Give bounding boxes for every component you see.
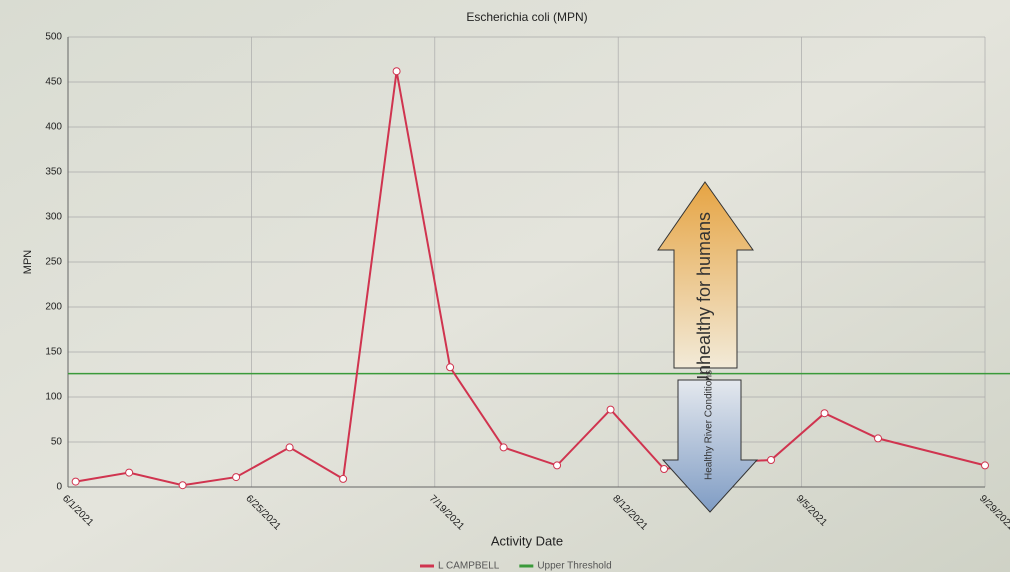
y-tick-label: 300 — [45, 212, 62, 223]
point — [660, 465, 669, 473]
annotation: Healthy River Conditions — [704, 370, 715, 480]
point — [767, 456, 776, 464]
y-tick-label: 350 — [45, 167, 62, 178]
y-tick-label: 100 — [45, 392, 62, 403]
y-tick-label: 250 — [45, 257, 62, 268]
chart-title: Escherichia coli (MPN) — [466, 10, 587, 24]
y-tick-label: 0 — [56, 482, 62, 493]
point — [285, 443, 294, 452]
y-axis-label: MPN — [22, 250, 34, 275]
annotation: Unhealthy for humans — [694, 212, 714, 388]
point — [392, 67, 401, 76]
legend: L CAMPBELL Upper Threshold — [420, 561, 612, 572]
y-tick-label: 400 — [45, 122, 62, 133]
point — [232, 473, 241, 482]
point — [178, 481, 187, 490]
point — [125, 468, 134, 477]
y-tick-label: 500 — [45, 32, 62, 43]
point — [499, 443, 508, 452]
y-tick-label: 450 — [45, 77, 62, 88]
legend-label: Upper Threshold — [537, 561, 611, 572]
point — [553, 461, 562, 470]
x-axis-label: Activity Date — [491, 533, 563, 548]
y-tick-label: 150 — [45, 347, 62, 358]
y-tick-label: 200 — [45, 302, 62, 313]
point — [981, 461, 989, 470]
y-tick-label: 50 — [51, 437, 63, 448]
unhealthy-arrow — [657, 181, 754, 369]
healthy-arrow — [661, 379, 759, 513]
point — [339, 474, 348, 483]
point — [71, 477, 80, 486]
point — [606, 405, 615, 414]
legend-label: L CAMPBELL — [438, 561, 500, 572]
point — [446, 363, 455, 372]
point — [820, 409, 829, 418]
point — [874, 434, 883, 443]
